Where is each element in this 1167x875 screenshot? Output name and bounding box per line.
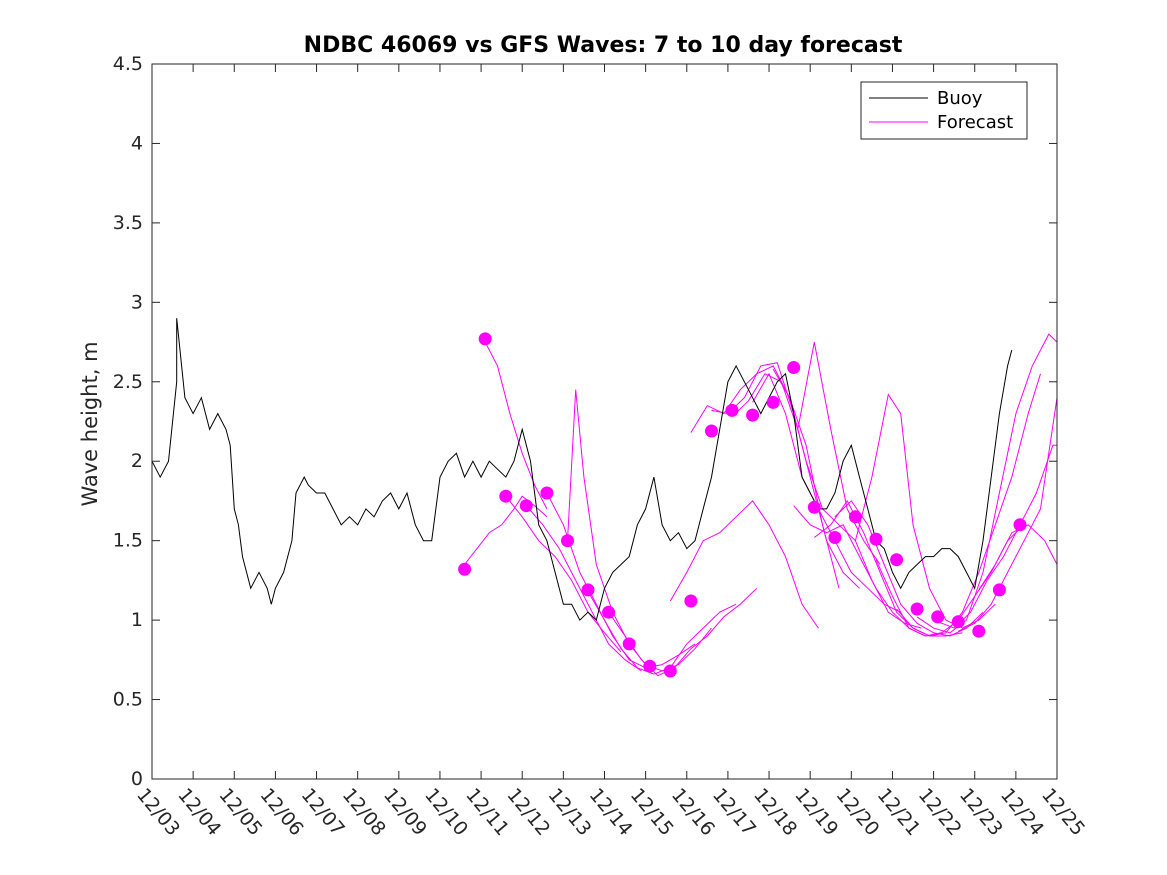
y-axis: 0 0.5 1 1.5 2 2.5 3 3.5 4 4.5 xyxy=(113,53,1057,790)
forecast-marker xyxy=(766,395,780,409)
legend-box xyxy=(860,81,1028,140)
y-tick-label: 3 xyxy=(131,291,143,313)
y-tick-label: 0.5 xyxy=(113,689,143,711)
forecast-marker xyxy=(478,332,492,346)
forecast-marker xyxy=(890,553,904,567)
x-tick-label: 12/17 xyxy=(708,784,760,840)
x-tick-label: 12/10 xyxy=(420,784,472,840)
forecast-line xyxy=(464,495,548,565)
forecast-line xyxy=(958,397,1058,632)
forecast-line xyxy=(937,444,1057,629)
y-tick-label: 2.5 xyxy=(113,371,143,393)
forecast-line xyxy=(690,365,840,589)
legend-forecast-label: Forecast xyxy=(937,112,1013,133)
forecast-markers xyxy=(458,332,1027,678)
forecast-marker xyxy=(992,583,1006,597)
x-tick-label: 12/16 xyxy=(667,784,719,840)
forecast-line xyxy=(587,591,737,675)
x-tick-label: 12/23 xyxy=(955,784,1007,840)
x-tick-label: 12/05 xyxy=(214,784,266,840)
forecast-marker xyxy=(828,531,842,544)
y-tick-label: 1 xyxy=(131,609,143,631)
x-tick-label: 12/24 xyxy=(996,784,1048,840)
y-tick-label: 0 xyxy=(131,768,143,790)
forecast-marker xyxy=(561,534,574,548)
y-tick-label: 4.5 xyxy=(113,53,143,75)
forecast-marker xyxy=(848,510,862,524)
x-tick-label: 12/11 xyxy=(461,784,513,840)
forecast-marker xyxy=(705,424,718,438)
forecast-marker xyxy=(931,610,945,624)
forecast-marker xyxy=(663,664,677,678)
forecast-line xyxy=(772,368,922,629)
forecast-line xyxy=(608,587,758,677)
forecast-marker xyxy=(951,615,965,629)
axes-box xyxy=(151,63,1058,780)
x-axis: 12/0312/0412/0512/0612/0712/0812/0912/10… xyxy=(132,64,1089,840)
x-tick-label: 12/13 xyxy=(544,784,596,840)
forecast-line xyxy=(896,373,1041,637)
forecast-marker xyxy=(869,532,883,546)
forecast-marker xyxy=(910,602,924,616)
forecast-line xyxy=(711,362,860,589)
y-tick-label: 1.5 xyxy=(113,530,143,552)
forecast-marker xyxy=(787,361,801,374)
forecast-marker xyxy=(622,637,636,651)
forecast-line xyxy=(484,341,548,510)
forecast-line xyxy=(669,500,819,629)
forecast-marker xyxy=(643,659,657,673)
forecast-marker xyxy=(519,499,533,513)
x-tick-label: 12/14 xyxy=(585,784,637,840)
x-tick-label: 12/15 xyxy=(626,784,678,840)
forecast-line xyxy=(916,333,1058,634)
x-tick-label: 12/12 xyxy=(502,784,554,840)
x-tick-label: 12/21 xyxy=(873,784,925,840)
forecast-line xyxy=(731,342,881,565)
forecast-marker xyxy=(499,489,513,503)
x-tick-label: 12/06 xyxy=(256,784,308,840)
y-tick-label: 2 xyxy=(131,450,143,472)
forecast-marker xyxy=(807,500,821,514)
x-tick-label: 12/20 xyxy=(831,784,883,840)
chart-title: NDBC 46069 vs GFS Waves: 7 to 10 day for… xyxy=(304,33,903,58)
x-tick-label: 12/08 xyxy=(338,784,390,840)
forecast-marker xyxy=(602,605,616,619)
x-tick-label: 12/18 xyxy=(749,784,801,840)
x-tick-label: 12/22 xyxy=(914,784,966,840)
forecast-marker xyxy=(458,562,472,576)
forecast-marker xyxy=(684,594,698,608)
legend-buoy-label: Buoy xyxy=(937,88,983,109)
forecast-line xyxy=(505,495,622,653)
forecast-marker xyxy=(725,403,739,417)
forecast-marker xyxy=(581,583,595,597)
buoy-series xyxy=(151,318,1013,622)
y-axis-label: Wave height, m xyxy=(78,341,102,506)
forecast-line xyxy=(525,505,642,672)
x-tick-label: 12/09 xyxy=(379,784,431,840)
x-tick-label: 12/07 xyxy=(297,784,349,840)
y-tick-label: 4 xyxy=(131,132,143,154)
y-tick-label: 3.5 xyxy=(113,212,143,234)
forecast-marker xyxy=(972,624,986,638)
forecast-marker xyxy=(1013,518,1027,532)
legend: Buoy Forecast xyxy=(860,81,1028,140)
forecast-marker xyxy=(540,486,554,500)
x-tick-label: 12/03 xyxy=(132,784,184,840)
x-tick-label: 12/04 xyxy=(173,784,225,840)
x-tick-label: 12/19 xyxy=(790,784,842,840)
forecast-line xyxy=(567,389,712,672)
forecast-line xyxy=(752,372,901,613)
forecast-line xyxy=(854,393,996,629)
buoy-line xyxy=(151,318,1013,622)
forecast-marker xyxy=(746,408,760,422)
x-tick-label: 12/25 xyxy=(1037,784,1089,840)
forecast-series xyxy=(464,333,1058,677)
